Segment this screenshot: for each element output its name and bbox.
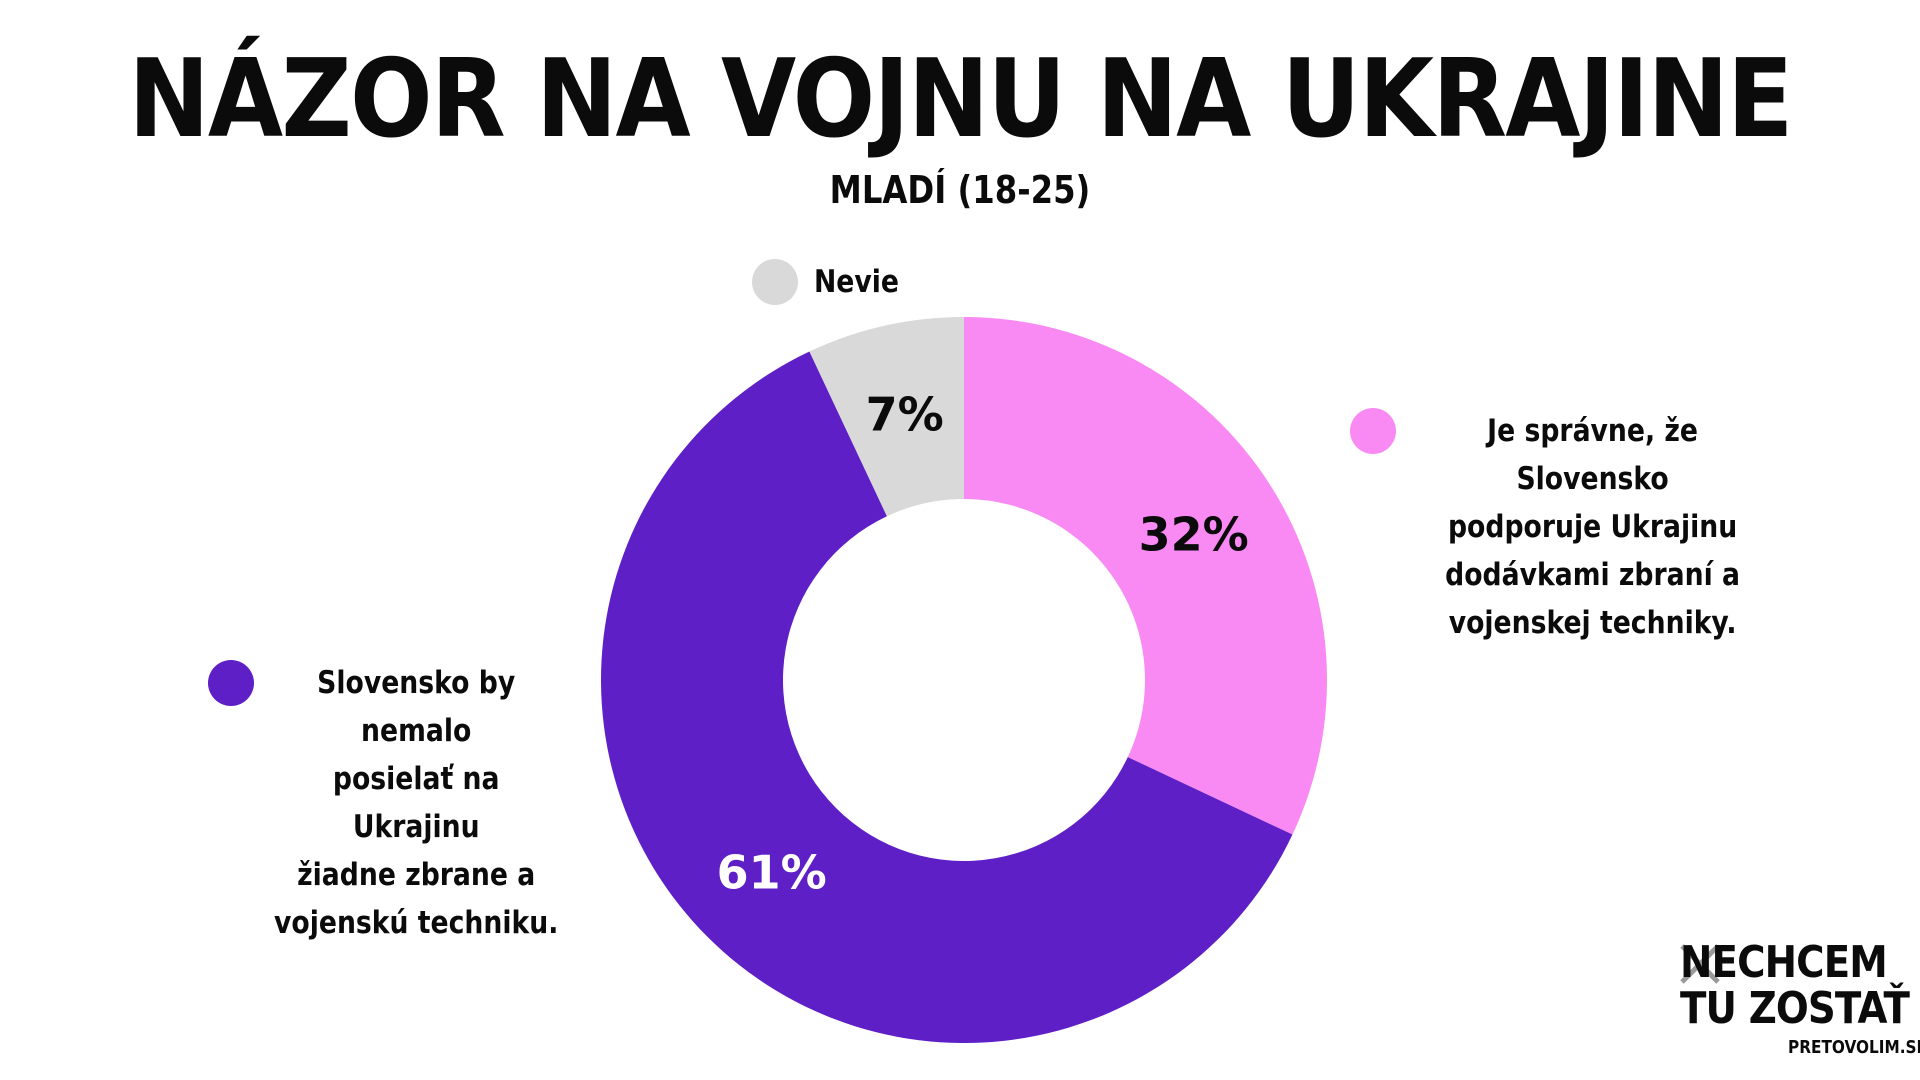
- donut-value-label-against: 61%: [717, 845, 827, 899]
- legend-item-pro: Je správne, že Slovensko podporuje Ukraj…: [1350, 408, 1832, 647]
- legend-label-against: Slovensko by nemalo posielať na Ukrajinu…: [274, 665, 559, 941]
- donut-value-label-pro: 32%: [1139, 507, 1249, 561]
- cross-mark-icon: [1680, 944, 1720, 984]
- donut-value-label-nevie: 7%: [866, 388, 944, 442]
- legend-dot-against: [208, 660, 254, 706]
- donut-slice-nevie: [809, 317, 964, 517]
- donut-slice-against: [601, 351, 1293, 1043]
- logo-line-2: TU ZOSTAŤ: [1680, 983, 1910, 1034]
- legend-item-against: Slovensko by nemalo posielať na Ukrajinu…: [208, 660, 610, 947]
- brand-logo: NECHCEM TU ZOSTAŤ PRETOVOLIM.SK: [1680, 937, 1920, 1058]
- legend-label-nevie: Nevie: [814, 264, 899, 300]
- page-title: NÁZOR NA VOJNU NA UKRAJINE: [128, 37, 1793, 162]
- legend-label-pro: Je správne, že Slovensko podporuje Ukraj…: [1445, 413, 1741, 641]
- legend-item-nevie: Nevie: [752, 258, 913, 306]
- logo-line-1: NECHCEM: [1680, 937, 1888, 988]
- legend-dot-pro: [1350, 408, 1396, 454]
- legend-dot-nevie: [752, 259, 798, 305]
- donut-slice-pro: [964, 317, 1327, 835]
- page-subtitle: MLADÍ (18-25): [829, 168, 1091, 212]
- logo-site: PRETOVOLIM.SK: [1788, 1037, 1920, 1058]
